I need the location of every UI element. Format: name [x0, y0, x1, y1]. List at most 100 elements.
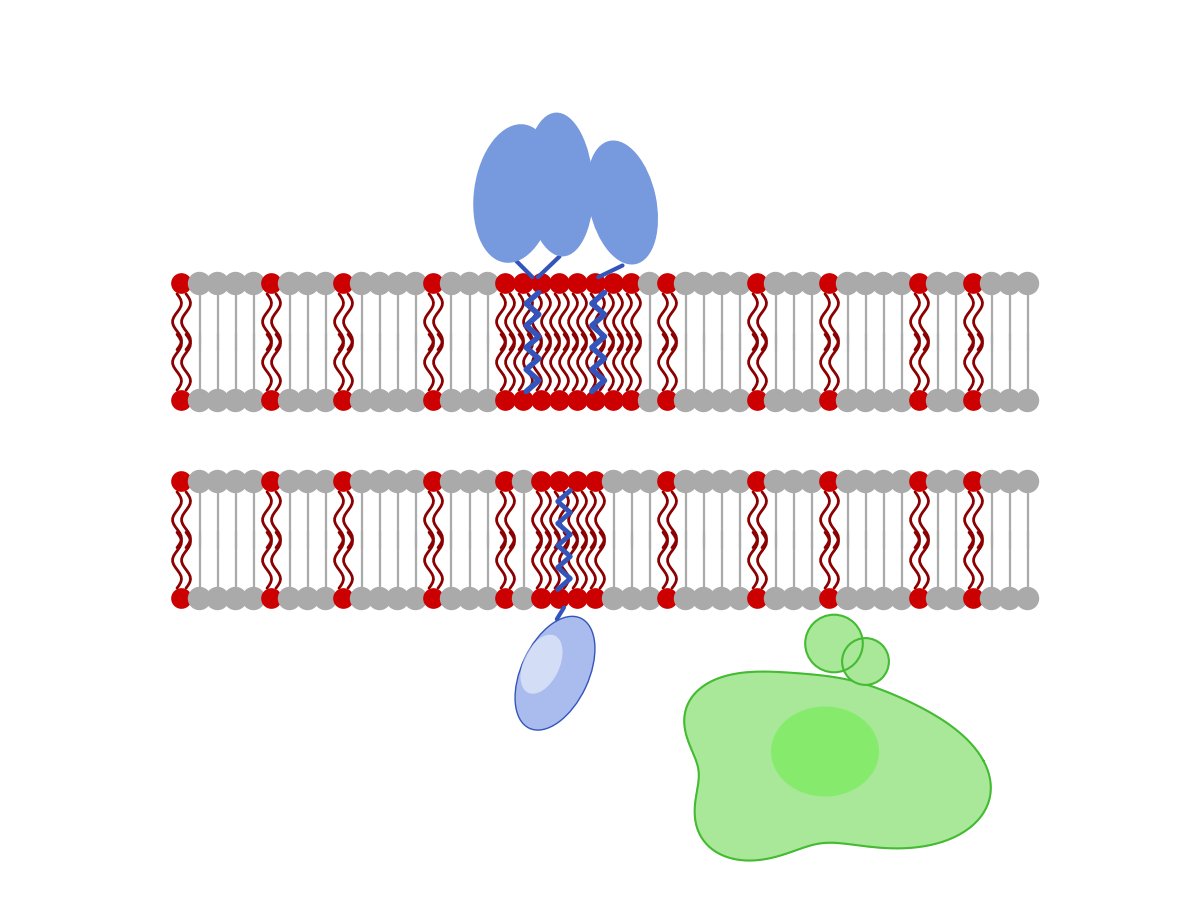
Circle shape: [386, 470, 409, 493]
Circle shape: [748, 390, 768, 410]
Circle shape: [568, 472, 588, 491]
Circle shape: [871, 389, 895, 412]
Circle shape: [550, 472, 570, 491]
Circle shape: [278, 470, 301, 493]
Circle shape: [710, 272, 733, 295]
Circle shape: [206, 272, 229, 295]
Circle shape: [314, 587, 337, 610]
Circle shape: [622, 390, 642, 410]
Circle shape: [871, 470, 895, 493]
Circle shape: [910, 472, 930, 491]
Circle shape: [604, 390, 624, 410]
Circle shape: [350, 389, 373, 412]
Circle shape: [512, 470, 535, 493]
Circle shape: [550, 274, 570, 293]
Circle shape: [998, 587, 1021, 610]
Circle shape: [835, 272, 859, 295]
Circle shape: [224, 587, 247, 610]
Circle shape: [334, 390, 354, 410]
Circle shape: [854, 587, 877, 610]
Circle shape: [691, 272, 715, 295]
Circle shape: [586, 472, 606, 491]
Circle shape: [835, 587, 859, 610]
Circle shape: [206, 587, 229, 610]
Circle shape: [368, 389, 391, 412]
Circle shape: [820, 274, 840, 293]
Circle shape: [568, 589, 588, 609]
Ellipse shape: [587, 140, 658, 265]
Circle shape: [188, 470, 211, 493]
Circle shape: [604, 274, 624, 293]
Circle shape: [206, 470, 229, 493]
Circle shape: [475, 470, 499, 493]
Circle shape: [820, 472, 840, 491]
Circle shape: [910, 390, 930, 410]
Circle shape: [424, 274, 444, 293]
Circle shape: [890, 272, 913, 295]
Circle shape: [514, 274, 534, 293]
Circle shape: [439, 587, 463, 610]
Polygon shape: [684, 671, 991, 860]
Circle shape: [475, 272, 499, 295]
Circle shape: [926, 587, 949, 610]
Circle shape: [550, 589, 570, 609]
Circle shape: [262, 589, 282, 609]
Circle shape: [638, 272, 661, 295]
Circle shape: [910, 274, 930, 293]
Circle shape: [638, 470, 661, 493]
Circle shape: [964, 589, 984, 609]
Circle shape: [658, 472, 678, 491]
Circle shape: [404, 272, 427, 295]
Circle shape: [782, 587, 805, 610]
Circle shape: [404, 587, 427, 610]
Circle shape: [368, 470, 391, 493]
Circle shape: [532, 390, 552, 410]
Circle shape: [242, 389, 265, 412]
Circle shape: [496, 390, 516, 410]
Circle shape: [334, 472, 354, 491]
Ellipse shape: [526, 112, 594, 256]
Circle shape: [404, 470, 427, 493]
Circle shape: [890, 470, 913, 493]
Circle shape: [835, 389, 859, 412]
Circle shape: [926, 470, 949, 493]
Circle shape: [242, 272, 265, 295]
Circle shape: [964, 472, 984, 491]
Circle shape: [568, 390, 588, 410]
Circle shape: [496, 472, 516, 491]
Circle shape: [224, 389, 247, 412]
Circle shape: [658, 390, 678, 410]
Circle shape: [674, 470, 697, 493]
Circle shape: [586, 274, 606, 293]
Circle shape: [727, 470, 751, 493]
Circle shape: [890, 587, 913, 610]
Circle shape: [854, 272, 877, 295]
Circle shape: [314, 272, 337, 295]
Circle shape: [658, 589, 678, 609]
Circle shape: [404, 389, 427, 412]
Circle shape: [262, 472, 282, 491]
Circle shape: [979, 272, 1003, 295]
Ellipse shape: [772, 706, 878, 796]
Circle shape: [439, 470, 463, 493]
Circle shape: [748, 274, 768, 293]
Circle shape: [800, 587, 823, 610]
Circle shape: [296, 470, 319, 493]
Circle shape: [782, 389, 805, 412]
Circle shape: [532, 274, 552, 293]
Circle shape: [386, 587, 409, 610]
Circle shape: [674, 272, 697, 295]
Circle shape: [943, 272, 967, 295]
Circle shape: [964, 390, 984, 410]
Circle shape: [224, 272, 247, 295]
Circle shape: [278, 272, 301, 295]
Circle shape: [763, 389, 787, 412]
Circle shape: [172, 390, 192, 410]
Circle shape: [424, 589, 444, 609]
Circle shape: [278, 587, 301, 610]
Circle shape: [368, 272, 391, 295]
Circle shape: [763, 272, 787, 295]
Circle shape: [532, 472, 552, 491]
Circle shape: [475, 389, 499, 412]
Circle shape: [979, 470, 1003, 493]
